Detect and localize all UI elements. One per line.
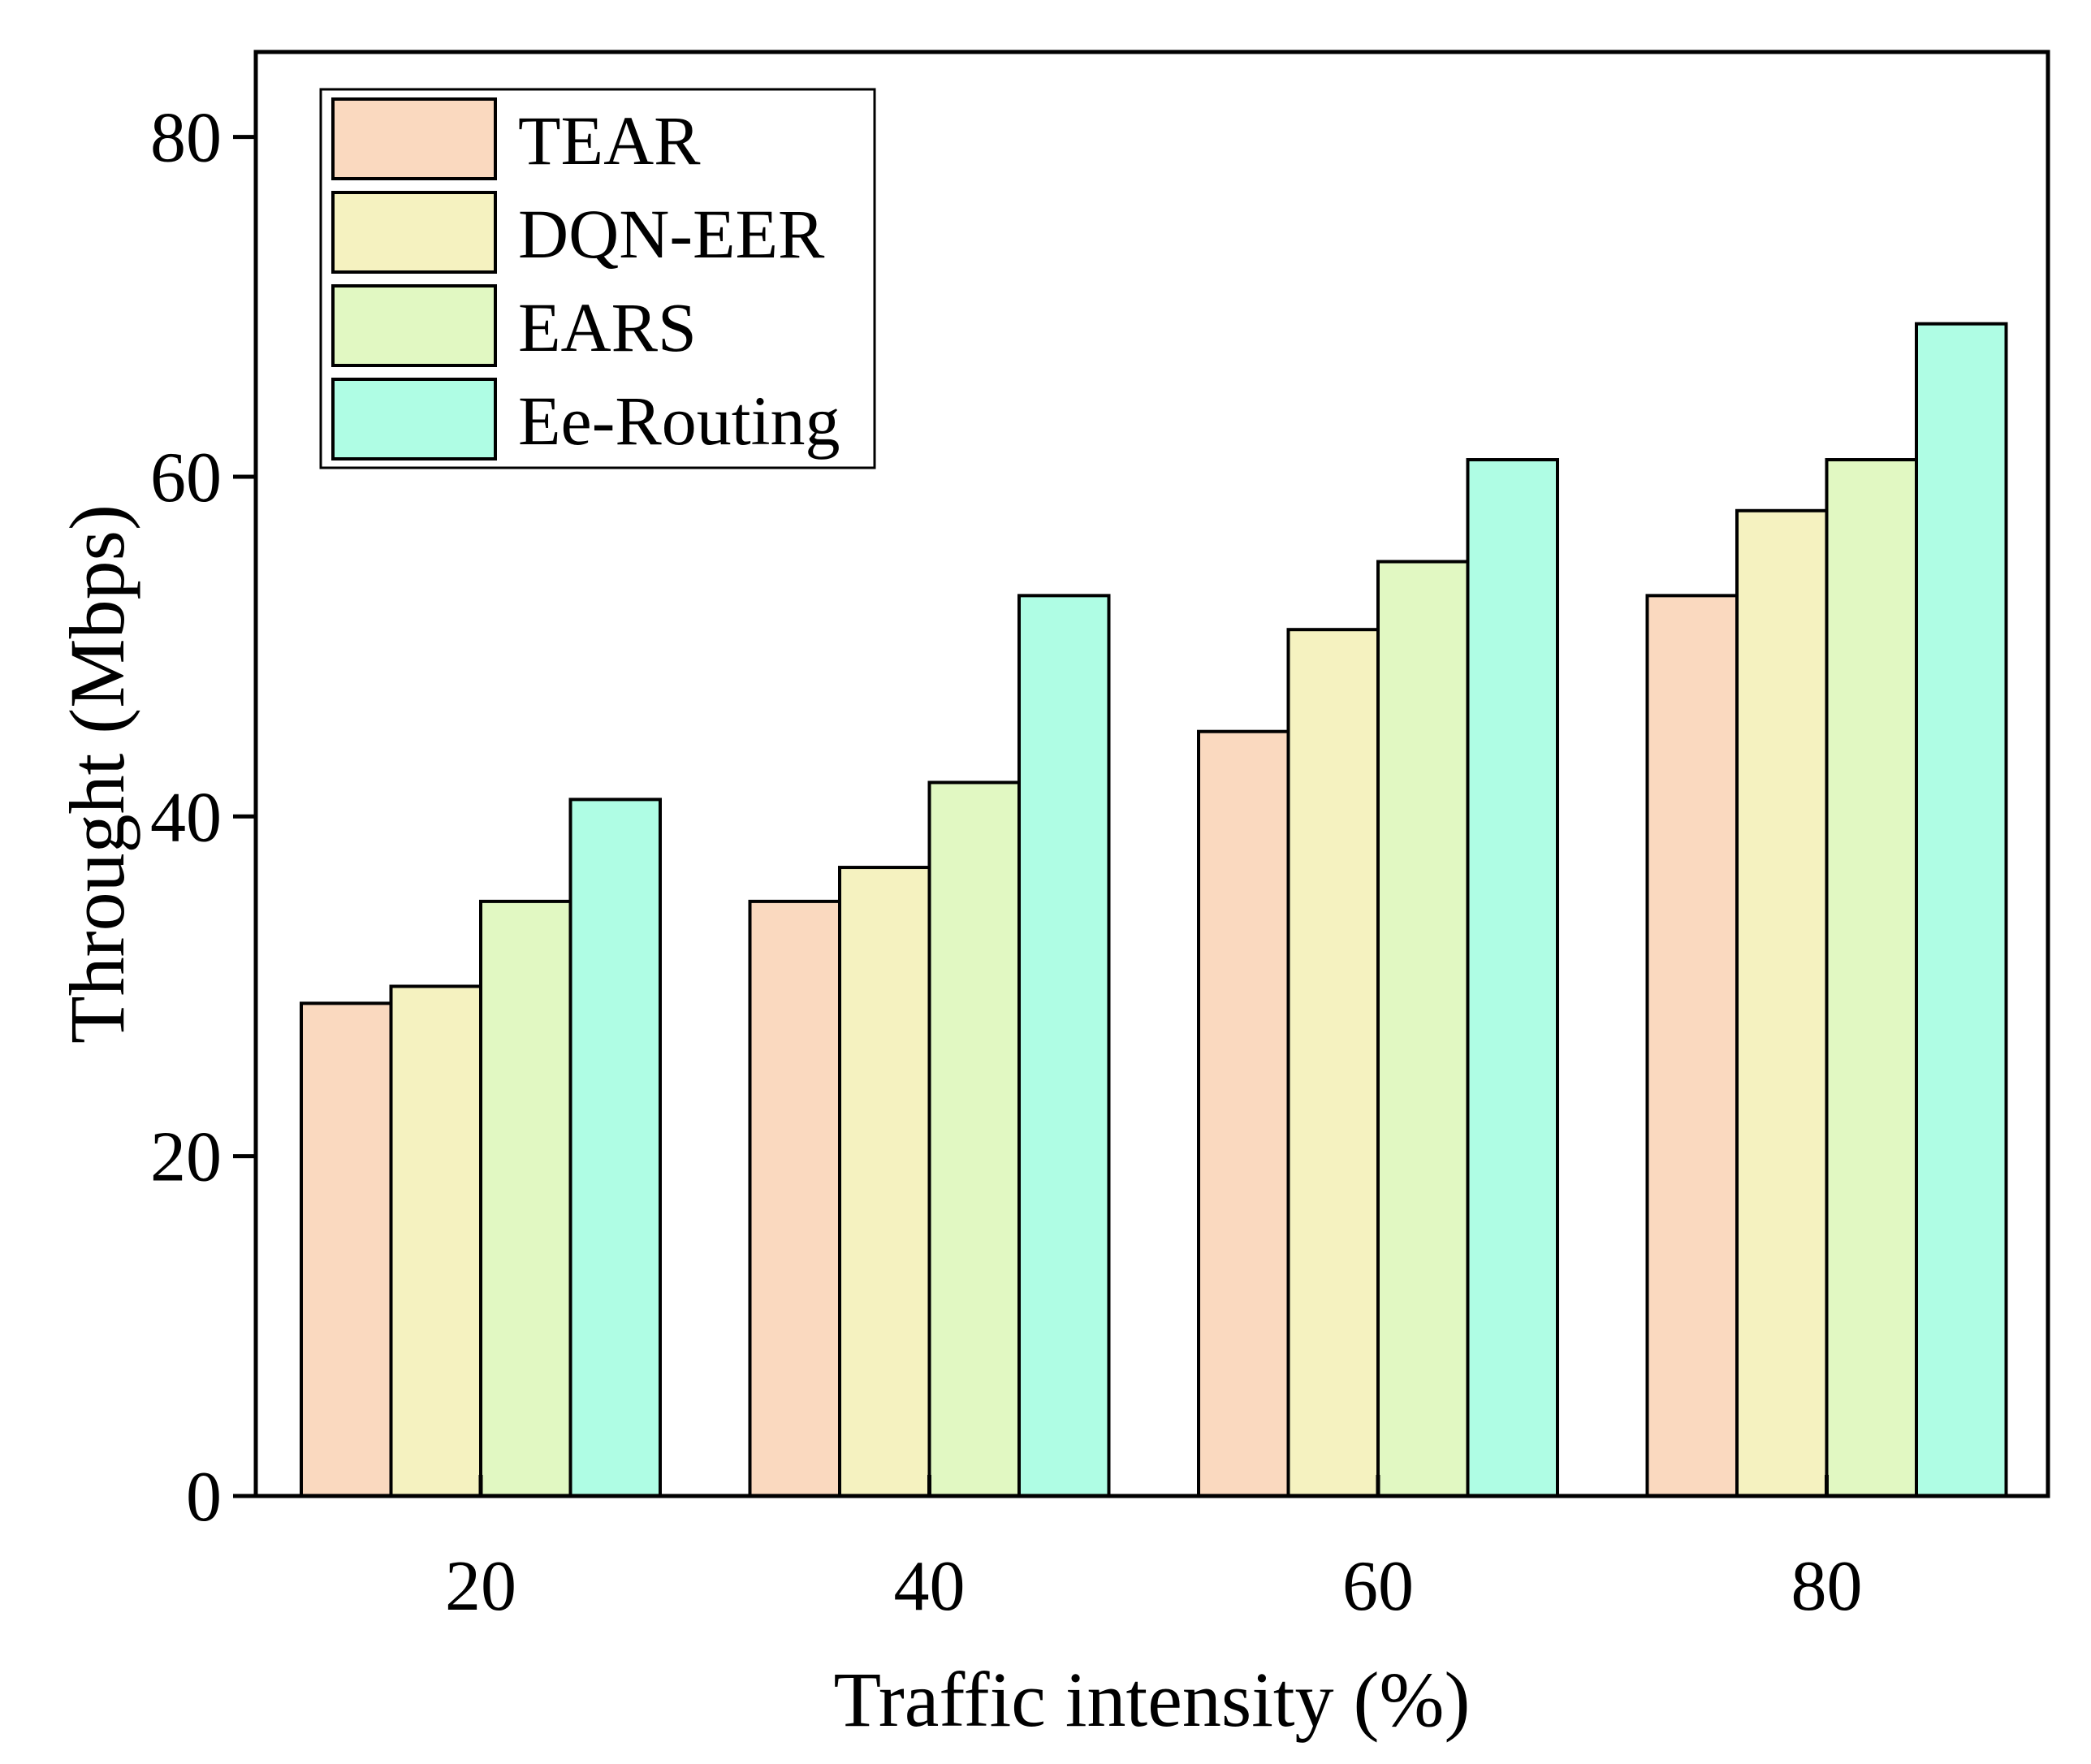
bar-tear-40 [748,899,841,1498]
bar-tear-20 [300,1001,393,1498]
legend-label-tear: TEAR [518,102,701,179]
bar-ears-60 [1376,560,1470,1498]
y-tick-label-40: 40 [150,778,222,857]
y-axis-title: Throught (Mbps) [54,504,140,1044]
bar-dqn-eer-60 [1286,628,1380,1498]
x-tick-label-80: 80 [1791,1547,1863,1626]
bar-dqn-eer-40 [838,866,931,1498]
legend-swatch-ears [331,284,497,367]
x-axis-title: Traffic intensity (%) [834,1656,1471,1743]
y-tick-label-60: 60 [150,439,222,517]
axes-layer: 0 20 40 60 80 20 40 60 80 [150,50,2050,1626]
legend-swatch-dqn-eer [331,191,497,274]
legend-swatch-ee-routing [331,378,497,460]
bars-layer [300,322,2008,1498]
legend: TEAR DQN-EER EARS Ee-Routing [319,88,876,469]
y-tick-label-20: 20 [150,1118,222,1197]
bar-tear-60 [1197,729,1290,1498]
legend-label-dqn-eer: DQN-EER [518,195,825,273]
legend-label-ears: EARS [518,288,697,366]
legend-swatch-tear [331,97,497,180]
bar-ee-routing-20 [568,798,662,1498]
x-tick-label-60: 60 [1342,1547,1414,1626]
legend-label-ee-routing: Ee-Routing [518,382,840,460]
plot-frame [253,50,2050,1498]
y-tick-label-0: 0 [186,1458,222,1537]
bar-ee-routing-60 [1466,458,1559,1498]
bar-ears-80 [1825,458,1918,1498]
x-tick-label-40: 40 [894,1547,966,1626]
bar-ee-routing-80 [1915,322,2008,1498]
bar-dqn-eer-20 [389,984,482,1498]
x-tick-label-20: 20 [445,1547,516,1626]
bar-tear-80 [1645,594,1739,1498]
bar-ears-20 [479,899,572,1498]
bar-ears-40 [927,780,1021,1498]
y-tick-label-80: 80 [150,99,222,178]
bar-ee-routing-40 [1017,594,1111,1498]
bar-dqn-eer-80 [1735,508,1829,1498]
